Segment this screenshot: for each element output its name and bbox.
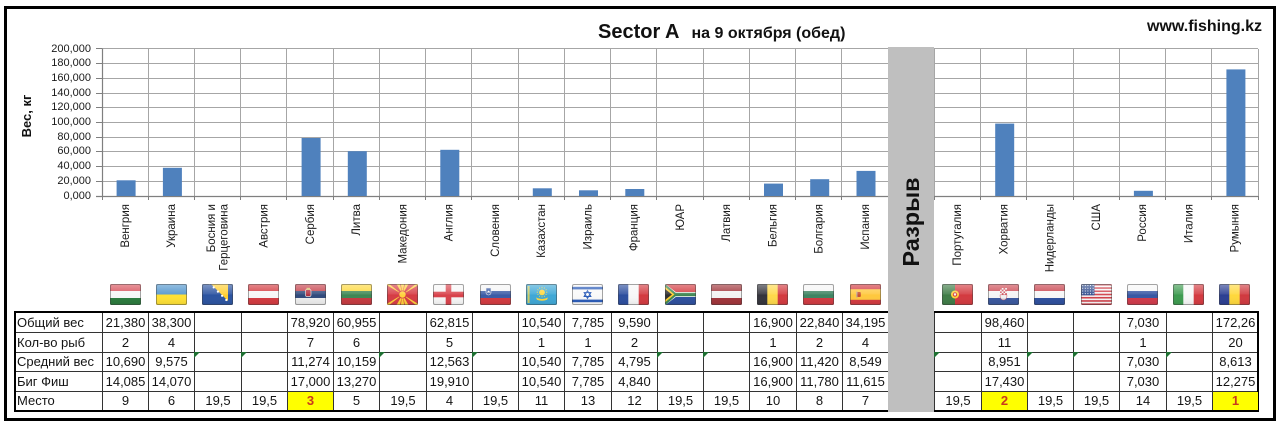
svg-text:Бельгия: Бельгия (767, 204, 779, 247)
svg-text:Венгрия: Венгрия (120, 204, 132, 248)
svg-text:Литва: Литва (351, 203, 363, 235)
svg-text:Македония: Македония (397, 204, 409, 264)
svg-text:Италия: Италия (1183, 204, 1195, 243)
svg-text:Нидерланды: Нидерланды (1045, 204, 1057, 272)
svg-text:Англия: Англия (444, 204, 456, 241)
svg-text:Вес, кг: Вес, кг (19, 94, 34, 137)
svg-text:Украина: Украина (166, 203, 178, 247)
svg-text:ЮАР: ЮАР (675, 204, 687, 231)
svg-text:Сербия: Сербия (305, 204, 317, 244)
svg-text:Испания: Испания (860, 204, 872, 250)
svg-text:Франция: Франция (629, 204, 641, 251)
svg-text:Португалия: Португалия (952, 204, 964, 266)
svg-text:Босния и: Босния и (206, 204, 218, 252)
svg-text:Израиль: Израиль (582, 204, 594, 249)
svg-text:Разрыв: Разрыв (898, 177, 924, 266)
svg-text:Хорватия: Хорватия (999, 204, 1011, 254)
svg-text:Герцеговина: Герцеговина (219, 203, 231, 270)
svg-text:США: США (1091, 204, 1103, 231)
svg-text:Латвия: Латвия (721, 204, 733, 242)
svg-text:Болгария: Болгария (814, 204, 826, 254)
svg-text:Румыния: Румыния (1230, 204, 1242, 252)
svg-text:Россия: Россия (1137, 204, 1149, 242)
svg-text:Австрия: Австрия (259, 204, 271, 248)
svg-text:Казахстан: Казахстан (536, 204, 548, 258)
svg-text:Словения: Словения (490, 204, 502, 257)
